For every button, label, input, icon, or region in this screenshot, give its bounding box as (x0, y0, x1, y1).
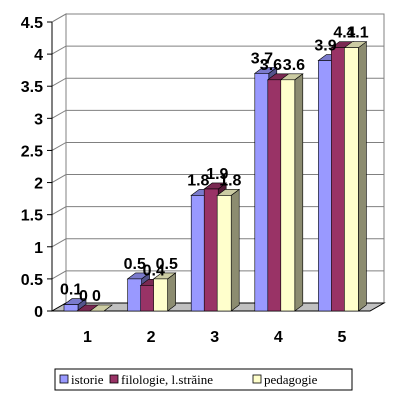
x-tick-label: 3 (210, 329, 219, 346)
y-tick-label: 2.5 (21, 143, 43, 160)
legend-label: istorie (71, 372, 104, 387)
y-tick-label: 1 (34, 240, 43, 257)
gridline (51, 13, 384, 23)
y-tick-label: 0 (34, 304, 43, 321)
y-tick-label: 3 (34, 111, 43, 128)
legend-entry: filologie, l.străine (109, 372, 213, 387)
bar (343, 41, 368, 312)
y-axis-tick-labels: 0 0.5 1 1.5 2 2.5 3 3.5 4 4.5 (21, 15, 43, 321)
data-label: 0.5 (124, 256, 146, 273)
data-labels: 0.10 00.50.40.51.81.91.83.73.6 3.63.94.14.… (60, 25, 369, 305)
y-tick-label: 3.5 (21, 79, 43, 96)
y-tick-label: 4 (34, 47, 43, 64)
gridline (51, 45, 384, 55)
legend-label: filologie, l.străine (121, 372, 213, 387)
data-label: 0.5 (156, 256, 178, 273)
data-label: 4.1 (346, 25, 368, 42)
legend-entry: istorie (59, 372, 104, 387)
x-tick-label: 5 (337, 329, 346, 346)
data-label: 3.6 (283, 57, 305, 74)
data-label: 1.8 (187, 172, 209, 189)
legend-box (54, 368, 353, 391)
bar (216, 188, 241, 312)
data-label: 3.6 (260, 57, 282, 74)
data-label: 4.1 (333, 25, 355, 42)
y-tick-label: 1.5 (21, 208, 43, 225)
bar (152, 272, 177, 312)
data-label: 3.7 (251, 50, 273, 67)
bar (89, 304, 113, 312)
data-label: 1.8 (219, 172, 241, 189)
x-tick-label: 4 (274, 329, 283, 346)
legend-swatch (59, 374, 69, 384)
x-tick-label: 2 (147, 329, 156, 346)
data-label: 0.1 (60, 282, 82, 299)
x-axis-tick-labels: 1 2 3 4 5 (83, 329, 346, 346)
legend-swatch (252, 374, 262, 384)
y-tick-label: 0.5 (21, 272, 43, 289)
bars (63, 41, 368, 312)
legend: istorie filologie, l.străine pedagogie (54, 368, 353, 391)
bar (279, 73, 304, 312)
data-label: 0 (92, 288, 101, 305)
data-label: 0.4 (143, 262, 165, 279)
y-tick-label: 2 (34, 176, 43, 193)
legend-label: pedagogie (264, 372, 318, 387)
legend-entry: pedagogie (252, 372, 318, 387)
data-label: 3.9 (314, 38, 336, 55)
y-tick-label: 4.5 (21, 15, 43, 32)
data-label: 1.9 (206, 166, 228, 183)
side-wall (51, 13, 67, 312)
data-label: 0 (79, 288, 88, 305)
x-tick-label: 1 (83, 329, 92, 346)
legend-swatch (109, 374, 119, 384)
